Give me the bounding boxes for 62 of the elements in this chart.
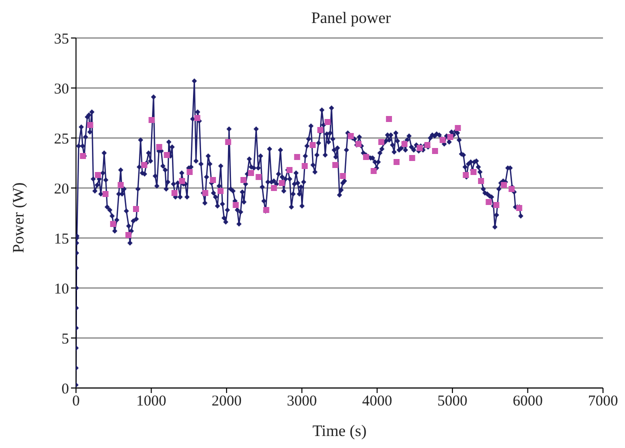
- x-tick-label: 5000: [437, 394, 468, 410]
- point: [493, 202, 500, 208]
- point: [278, 180, 285, 186]
- point: [294, 154, 300, 160]
- y-tick-label: 15: [54, 231, 69, 248]
- point: [125, 232, 132, 238]
- point: [394, 159, 400, 165]
- point: [370, 168, 377, 174]
- point: [232, 202, 239, 208]
- point: [148, 117, 155, 123]
- point: [432, 148, 438, 154]
- point: [141, 162, 148, 168]
- point: [171, 190, 178, 196]
- point: [340, 173, 346, 179]
- x-tick-label: 7000: [588, 394, 618, 410]
- point: [94, 172, 101, 178]
- y-tick-label: 25: [54, 131, 69, 148]
- point: [133, 206, 140, 212]
- point: [286, 167, 293, 173]
- point: [248, 170, 254, 176]
- point: [378, 139, 384, 145]
- point: [156, 144, 162, 150]
- point: [500, 182, 507, 188]
- point: [324, 119, 331, 125]
- point: [164, 152, 170, 158]
- point: [302, 163, 308, 169]
- x-tick-label: 2000: [212, 394, 242, 410]
- y-axis-title: Power (W): [10, 182, 28, 253]
- point: [386, 116, 392, 122]
- point: [110, 221, 116, 227]
- y-tick-label: 20: [54, 181, 69, 198]
- point: [179, 178, 186, 184]
- x-tick-label: 4000: [362, 394, 392, 410]
- x-tick-label: 3000: [286, 394, 317, 410]
- point: [87, 122, 94, 128]
- point: [454, 125, 461, 131]
- x-tick-label: 1000: [136, 394, 166, 410]
- point: [118, 182, 124, 188]
- y-tick-label: 30: [54, 81, 69, 98]
- x-tick-label: 0: [72, 394, 80, 410]
- point: [270, 185, 277, 191]
- x-tick-label: 6000: [512, 394, 543, 410]
- point: [332, 162, 338, 168]
- y-tick-label: 5: [62, 331, 69, 348]
- point: [202, 190, 208, 196]
- point: [102, 191, 109, 197]
- point: [210, 177, 216, 183]
- point: [225, 139, 232, 145]
- x-axis-title: Time (s): [312, 423, 367, 440]
- point: [310, 142, 316, 148]
- point: [186, 169, 193, 175]
- y-tick-label: 35: [54, 31, 69, 48]
- point: [486, 199, 492, 205]
- y-tick-label: 10: [54, 281, 69, 298]
- point: [240, 177, 246, 183]
- y-tick-label: 0: [62, 381, 69, 398]
- point: [194, 115, 200, 121]
- point: [409, 155, 416, 161]
- chart-title: Panel power: [310, 10, 392, 28]
- point: [256, 174, 262, 180]
- point: [447, 134, 454, 140]
- point: [218, 188, 224, 194]
